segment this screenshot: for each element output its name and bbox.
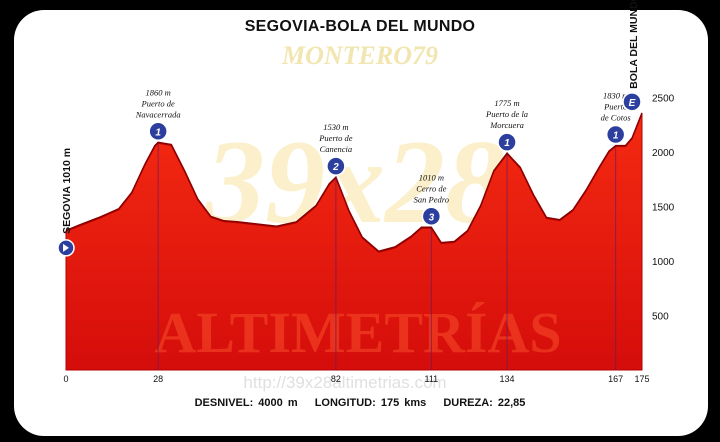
x-tick-label: 28 [153, 374, 163, 384]
climb-altitude: 1830 m [603, 91, 628, 101]
start-arrow-icon [63, 243, 69, 252]
y-tick-label: 1500 [652, 203, 675, 214]
category-badge-number: 2 [332, 162, 339, 173]
stat-dureza: DUREZA: 22,85 [443, 397, 526, 409]
climb-name: Puerto de [318, 133, 353, 143]
watermark-url: http://39x28altimetrias.com [243, 373, 446, 392]
category-badge-icon [421, 206, 442, 227]
x-tick-label: 134 [500, 374, 515, 384]
watermark-overlay: ALTIMETRÍAS http://39x28altimetrias.com [154, 300, 561, 392]
y-tick-label: 2000 [652, 148, 675, 159]
climb-altitude: 1775 m [494, 98, 519, 108]
category-badge-icon [148, 121, 168, 142]
climb-name: Morcuera [489, 120, 524, 130]
category-badge-number: 1 [613, 131, 619, 142]
category-badge-number: 3 [429, 212, 435, 223]
y-tick-label: 1000 [652, 257, 675, 268]
climb-name: Cerro de [416, 183, 446, 193]
climb-name: San Pedro [414, 194, 449, 204]
climb-altitude: 1530 m [323, 122, 348, 132]
category-badge-icon [605, 124, 626, 145]
climb-altitude: 1860 m [146, 87, 171, 97]
climb-altitude: 1010 m [419, 172, 444, 182]
watermark-bottom: ALTIMETRÍAS [154, 300, 561, 365]
y-tick-label: 2500 [652, 94, 675, 105]
x-tick-label: 0 [63, 374, 68, 384]
x-tick-label: 175 [634, 374, 649, 384]
x-tick-label: 82 [331, 374, 341, 384]
stat-desnivel: DESNIVEL: 4000 m [194, 397, 298, 409]
start-label: SEGOVIA 1010 m [61, 148, 73, 234]
x-tick-label: 167 [608, 374, 623, 384]
category-badge-icon [497, 132, 517, 152]
category-badge-number: E [629, 98, 636, 109]
y-tick-label: 500 [652, 312, 669, 323]
climb-name: Navacerrada [135, 109, 181, 119]
stats-bar: DESNIVEL: 4000 m LONGITUD: 175 kms DUREZ… [0, 397, 720, 409]
finish-label: BOLA DEL MUNDO 2250 m [628, 0, 640, 89]
watermark: MONTERO79 39x28 [204, 41, 505, 248]
stat-longitud: LONGITUD: 175 kms [314, 397, 427, 409]
elevation-line [65, 112, 643, 253]
category-badge-number: 1 [504, 138, 510, 149]
category-badge-number: 1 [155, 127, 161, 138]
climb-name: Puerto de la [485, 109, 528, 119]
category-badge-icon [326, 156, 346, 176]
category-badge-icon [622, 92, 642, 112]
watermark-top: MONTERO79 [281, 41, 438, 70]
climb-name: Puerto [603, 102, 627, 112]
chart-title: SEGOVIA-BOLA DEL MUNDO [244, 18, 476, 35]
climb-name: Canencia [320, 144, 353, 154]
climb-name: Puerto de [141, 98, 176, 108]
x-tick-label: 111 [425, 374, 439, 384]
climb-name: de Cotos [601, 113, 632, 123]
